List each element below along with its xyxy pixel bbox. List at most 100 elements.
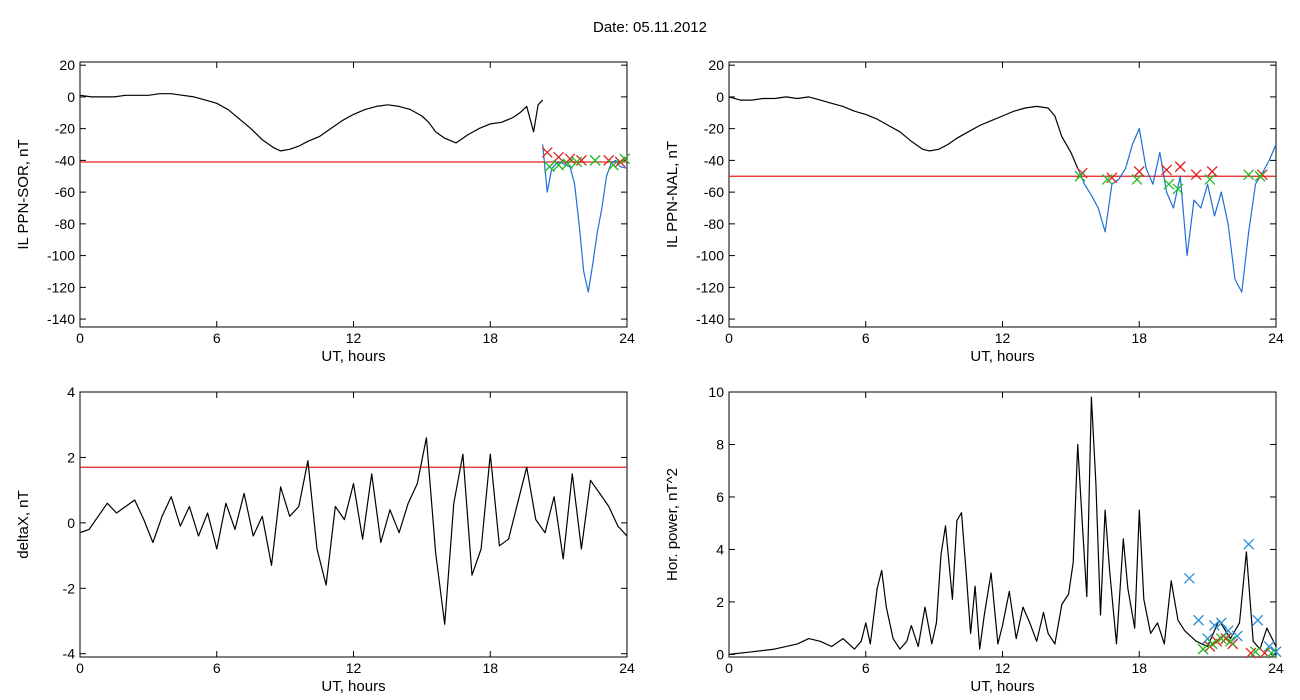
marker-green <box>562 158 574 170</box>
chart-nal: 0 6 12 18 24 20 0 -20 -40 -60 -80 -100 -120 -140 UT, h… <box>664 57 1284 365</box>
y-tick-label: -60 <box>55 184 75 200</box>
x-axis-label: UT, hours <box>321 348 385 365</box>
x-tick-label: 12 <box>346 330 362 346</box>
marker-red <box>541 146 553 158</box>
marker-green <box>1224 635 1236 647</box>
series-line-main <box>729 96 1079 169</box>
marker-green <box>553 159 565 171</box>
y-tick-label: 0 <box>67 515 75 531</box>
y-tick-label: -100 <box>696 248 724 264</box>
x-tick-label: 0 <box>76 660 84 676</box>
y-tick-label: -4 <box>63 646 76 662</box>
marker-green <box>544 161 555 173</box>
marker-red <box>614 156 626 168</box>
marker-green <box>1101 173 1113 185</box>
y-axis-label: IL PPN-NAL, nT <box>664 141 681 248</box>
y-tick-label: 20 <box>59 57 75 73</box>
marker-red <box>1206 166 1218 177</box>
x-tick-label: 6 <box>862 660 870 676</box>
y-tick-label: -2 <box>63 580 76 596</box>
y-axis-label: deltaX, nT <box>15 490 32 558</box>
y-tick-label: 2 <box>716 594 724 610</box>
x-tick-label: 12 <box>995 660 1011 676</box>
y-tick-label: 0 <box>67 89 75 105</box>
marker-green <box>1265 647 1277 659</box>
marker-blue <box>1183 572 1195 584</box>
x-tick-label: 18 <box>1131 330 1147 346</box>
x-tick-label: 24 <box>619 660 635 676</box>
marker-green <box>1172 183 1184 195</box>
marker-red <box>553 151 565 163</box>
x-tick-label: 12 <box>346 660 362 676</box>
marker-blue <box>1222 625 1234 637</box>
y-tick-label: 8 <box>716 436 724 452</box>
y-tick-label: 10 <box>708 384 724 400</box>
y-tick-label: 6 <box>716 489 724 505</box>
plot-frame <box>79 61 628 328</box>
x-tick-label: 24 <box>1268 660 1284 676</box>
y-tick-label: -40 <box>704 152 724 168</box>
y-tick-label: -120 <box>47 279 75 295</box>
x-tick-label: 18 <box>482 330 498 346</box>
marker-green <box>1131 173 1143 185</box>
marker-green <box>1250 646 1261 658</box>
y-axis-label: Hor. power, nT^2 <box>664 468 681 581</box>
marker-green <box>1163 178 1175 190</box>
x-tick-label: 18 <box>482 660 498 676</box>
marker-red <box>1161 164 1173 176</box>
marker-green <box>1197 643 1209 655</box>
x-tick-label: 0 <box>76 330 84 346</box>
series-line-main <box>80 93 544 152</box>
x-tick-label: 24 <box>1268 330 1284 346</box>
marker-green <box>1074 170 1086 182</box>
y-tick-label: -20 <box>55 121 75 137</box>
chart-power: 0 6 12 18 24 10 8 6 4 2 0 UT, hours Hor. power, nT^2 <box>664 384 1284 695</box>
plot-frame <box>728 391 1277 658</box>
x-tick-label: 12 <box>995 330 1011 346</box>
y-tick-label: -120 <box>696 279 724 295</box>
marker-red <box>1133 166 1145 177</box>
y-tick-label: -80 <box>704 216 724 232</box>
series-line-main <box>729 396 1276 655</box>
marker-blue <box>1252 614 1264 626</box>
marker-red <box>1174 161 1186 173</box>
y-tick-label: -140 <box>696 311 724 327</box>
x-tick-label: 0 <box>725 660 733 676</box>
chart-sor: 0 6 12 18 24 20 0 -20 -40 -60 -80 -100 -120 -140 UT, h… <box>15 57 635 365</box>
x-tick-label: 6 <box>213 660 221 676</box>
x-tick-label: 6 <box>213 330 221 346</box>
marker-blue <box>1215 617 1227 629</box>
marker-blue <box>1193 614 1204 626</box>
marker-blue <box>1209 620 1220 631</box>
y-tick-label: 0 <box>716 646 724 662</box>
marker-green <box>589 154 601 166</box>
x-axis-label: UT, hours <box>970 678 1034 695</box>
x-axis-label: UT, hours <box>321 678 385 695</box>
marker-green <box>619 153 631 165</box>
y-tick-label: -20 <box>704 121 724 137</box>
plot-frame <box>728 61 1277 328</box>
x-tick-label: 24 <box>619 330 635 346</box>
y-tick-label: 4 <box>716 541 724 557</box>
plot-frame <box>79 391 628 658</box>
y-tick-label: -40 <box>55 152 75 168</box>
series-line-main <box>80 437 627 625</box>
x-tick-label: 18 <box>1131 660 1147 676</box>
marker-green <box>1254 170 1266 182</box>
y-tick-label: 4 <box>67 384 75 400</box>
y-tick-label: -140 <box>47 311 75 327</box>
y-tick-label: 20 <box>708 57 724 73</box>
y-tick-label: 0 <box>716 89 724 105</box>
marker-green <box>607 159 619 171</box>
y-tick-label: 2 <box>67 449 75 465</box>
marker-green <box>1243 169 1255 181</box>
marker-green <box>571 156 583 168</box>
figure-title: Date: 05.11.2012 <box>593 19 707 36</box>
marker-red <box>1190 169 1202 181</box>
x-tick-label: 0 <box>725 330 733 346</box>
marker-green <box>1204 173 1216 185</box>
marker-blue <box>1263 641 1275 652</box>
marker-blue <box>1243 538 1255 550</box>
